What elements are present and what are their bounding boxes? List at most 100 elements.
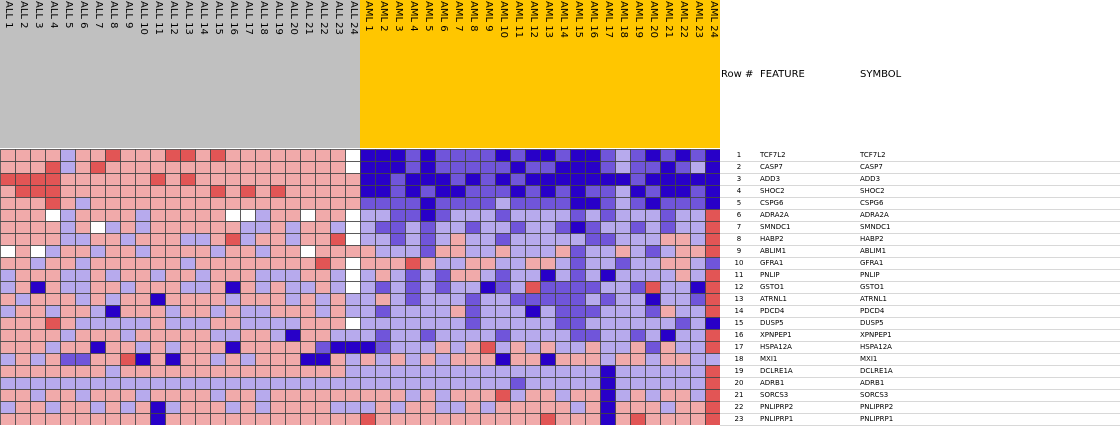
- heatmap-cell: [525, 221, 541, 234]
- heatmap-cell: [45, 233, 61, 246]
- heatmap-cell: [270, 185, 286, 198]
- heatmap-cell: [420, 341, 436, 354]
- heatmap-cell: [210, 269, 226, 282]
- heatmap-cell: [525, 317, 541, 330]
- column-label-text: AML 9: [483, 1, 494, 32]
- heatmap-cell: [300, 365, 316, 378]
- heatmap-cell: [630, 389, 646, 402]
- heatmap-cell: [420, 197, 436, 210]
- heatmap-cell: [435, 233, 451, 246]
- heatmap-cell: [135, 353, 151, 366]
- heatmap-cell: [630, 233, 646, 246]
- heatmap-cell: [45, 317, 61, 330]
- heatmap-cell: [105, 209, 121, 222]
- heatmap-cell: [525, 413, 541, 425]
- heatmap-cell: [90, 209, 106, 222]
- heatmap-cell: [60, 353, 76, 366]
- heatmap-cell: [180, 305, 196, 318]
- heatmap-cell: [90, 269, 106, 282]
- heatmap-cell: [495, 161, 511, 174]
- row-symbol: ABLIM1: [860, 247, 887, 255]
- heatmap-cell: [210, 329, 226, 342]
- column-label: ALL 21: [300, 0, 315, 148]
- heatmap-cell: [600, 293, 616, 306]
- heatmap-cell: [15, 173, 31, 186]
- row-divider: [720, 413, 1120, 414]
- heatmap-cell: [690, 329, 706, 342]
- heatmap-cell: [390, 341, 406, 354]
- heatmap-cell: [165, 281, 181, 294]
- heatmap-cell: [45, 161, 61, 174]
- heatmap-cell: [630, 305, 646, 318]
- heatmap-cell: [195, 149, 211, 162]
- heatmap-cell: [225, 281, 241, 294]
- row-symbol: DCLRE1A: [860, 367, 893, 375]
- heatmap-cell: [600, 269, 616, 282]
- heatmap-cell: [540, 293, 556, 306]
- heatmap-cell: [645, 281, 661, 294]
- row-number: 9: [736, 247, 742, 255]
- heatmap-cell: [390, 209, 406, 222]
- heatmap-cell: [630, 341, 646, 354]
- heatmap-cell: [165, 161, 181, 174]
- heatmap-cell: [345, 317, 361, 330]
- heatmap-cell: [555, 413, 571, 425]
- column-label-text: ALL 17: [243, 1, 254, 35]
- column-label-text: ALL 23: [333, 1, 344, 35]
- heatmap-cell: [675, 293, 691, 306]
- heatmap-cell: [360, 293, 376, 306]
- heatmap-cell: [195, 245, 211, 258]
- column-label-text: ALL 4: [48, 1, 59, 29]
- heatmap-cell: [585, 305, 601, 318]
- heatmap-cell: [570, 221, 586, 234]
- heatmap-cell: [615, 377, 631, 390]
- heatmap-cell: [660, 185, 676, 198]
- heatmap-cell: [195, 365, 211, 378]
- heatmap-cell: [195, 305, 211, 318]
- heatmap-cell: [300, 197, 316, 210]
- heatmap-cell: [555, 257, 571, 270]
- heatmap-cell: [390, 185, 406, 198]
- heatmap-cell: [450, 389, 466, 402]
- column-label-text: AML 13: [543, 1, 554, 38]
- heatmap-cell: [675, 365, 691, 378]
- heatmap-cell: [105, 161, 121, 174]
- column-label: ALL 6: [75, 0, 90, 148]
- heatmap-cell: [405, 365, 421, 378]
- heatmap-cell: [405, 245, 421, 258]
- heatmap-cell: [300, 173, 316, 186]
- heatmap-cell: [150, 149, 166, 162]
- heatmap-cell: [570, 413, 586, 425]
- heatmap-cell: [555, 173, 571, 186]
- heatmap-cell: [240, 317, 256, 330]
- heatmap-cell: [450, 377, 466, 390]
- heatmap-cell: [330, 281, 346, 294]
- heatmap-cell: [585, 329, 601, 342]
- heatmap-cell: [240, 413, 256, 425]
- heatmap-cell: [675, 173, 691, 186]
- heatmap-cell: [615, 245, 631, 258]
- heatmap-cell: [300, 233, 316, 246]
- heatmap-cell: [45, 197, 61, 210]
- heatmap-cell: [135, 305, 151, 318]
- heatmap-cell: [15, 245, 31, 258]
- heatmap-cell: [180, 293, 196, 306]
- heatmap-cell: [210, 377, 226, 390]
- heatmap-cell: [600, 413, 616, 425]
- heatmap-cell: [0, 185, 16, 198]
- heatmap-cell: [465, 365, 481, 378]
- heatmap-cell: [150, 293, 166, 306]
- heatmap-cell: [615, 353, 631, 366]
- heatmap-cell: [615, 341, 631, 354]
- heatmap-cell: [390, 413, 406, 425]
- row-symbol: ADD3: [860, 175, 881, 183]
- heatmap-cell: [405, 341, 421, 354]
- heatmap-cell: [300, 401, 316, 414]
- heatmap-cell: [210, 281, 226, 294]
- heatmap-cell: [585, 209, 601, 222]
- heatmap-cell: [480, 329, 496, 342]
- heatmap-cell: [240, 341, 256, 354]
- heatmap-cell: [585, 281, 601, 294]
- column-label: AML 23: [690, 0, 705, 148]
- heatmap-cell: [135, 317, 151, 330]
